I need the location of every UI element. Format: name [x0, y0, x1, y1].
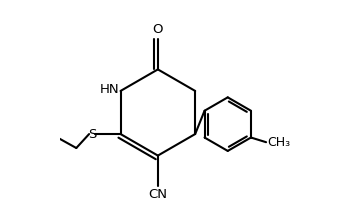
- Text: S: S: [88, 128, 97, 141]
- Text: CN: CN: [148, 188, 167, 201]
- Text: HN: HN: [100, 83, 119, 96]
- Text: O: O: [152, 23, 163, 36]
- Text: CH₃: CH₃: [267, 136, 291, 149]
